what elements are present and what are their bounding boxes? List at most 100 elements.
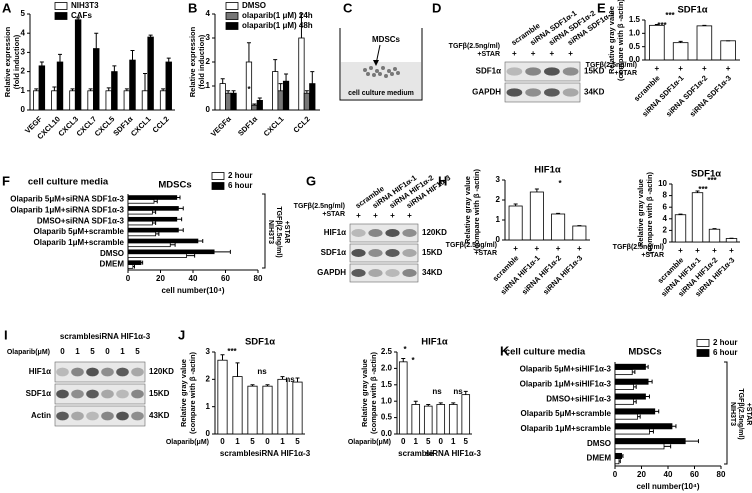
bar	[230, 92, 237, 111]
group-label: scramble	[398, 449, 434, 458]
y-tick-label: Olaparib 5μM+scramble	[521, 409, 612, 418]
legend-swatch	[225, 22, 239, 30]
bar	[614, 363, 646, 370]
bar	[165, 61, 172, 111]
y-tick-label: 4	[206, 9, 211, 18]
x-tick-label: 20	[637, 470, 646, 479]
bar	[127, 242, 171, 248]
error-bar	[295, 377, 300, 383]
error-bar	[176, 195, 181, 200]
error-bar	[231, 90, 236, 94]
error-bar	[226, 90, 231, 94]
row-size: 120KD	[422, 228, 447, 237]
x-tick-label: siRNA SDF1α-3	[688, 73, 733, 118]
legend-label: olaparib(1 μM) 48h	[242, 21, 313, 30]
error-bar	[310, 71, 315, 84]
bar	[123, 90, 131, 111]
chart-subtitle: MDSCs	[628, 347, 661, 358]
error-bar	[94, 32, 99, 49]
chart-title: HIF1α	[421, 337, 448, 348]
bar	[127, 260, 142, 265]
blot-band	[56, 411, 69, 421]
error-bar	[148, 34, 153, 38]
lane-sign: +	[407, 211, 412, 220]
condition-sign: +	[556, 244, 561, 253]
error-bar	[695, 190, 700, 193]
y-tick-label: 1.5	[629, 15, 641, 24]
condition-sign: +	[655, 64, 660, 73]
bar	[292, 381, 303, 435]
bar	[127, 206, 179, 211]
blot-band	[351, 249, 366, 257]
condition-sign: +	[577, 244, 582, 253]
row-label: GAPDH	[317, 268, 346, 277]
bar	[127, 209, 153, 215]
error-bar	[57, 53, 62, 62]
panel-label: B	[188, 0, 197, 15]
bar	[720, 40, 736, 61]
x-tick-label: VEGFα	[209, 114, 233, 138]
y-tick-label: 0	[206, 105, 211, 114]
bar	[277, 90, 284, 111]
medium-label: cell culture medium	[348, 90, 414, 97]
bar	[105, 90, 112, 111]
significance: ***	[665, 11, 675, 20]
error-bar	[252, 103, 257, 106]
error-bar	[152, 221, 157, 226]
error-bar	[463, 390, 468, 395]
error-bar	[678, 40, 683, 43]
chart-title: SDF1α	[691, 169, 721, 180]
bar	[614, 452, 623, 459]
medium	[341, 62, 421, 99]
bar	[127, 195, 178, 200]
legend-label: DMSO	[242, 1, 266, 10]
error-bar	[671, 424, 677, 429]
y-axis-label: (compare with β -actin)	[472, 168, 481, 251]
bar	[56, 61, 64, 111]
x-tick-label: 40	[189, 274, 198, 283]
legend-label: 2 hour	[228, 171, 252, 180]
bar	[461, 394, 471, 435]
x-tick-label: CXCL1	[129, 114, 153, 138]
error-bar	[197, 238, 204, 243]
error-bar	[214, 249, 231, 254]
legend-swatch	[225, 12, 239, 20]
error-bar	[76, 17, 81, 20]
significance: ***	[707, 176, 717, 185]
lane-sign: +	[550, 49, 555, 58]
blot-band	[544, 67, 560, 76]
x-tick-label: siRNA SDF1α-1	[640, 73, 685, 118]
bar	[33, 90, 40, 111]
blot-band	[101, 389, 114, 399]
significance: *	[247, 85, 251, 94]
blot-band	[71, 411, 84, 421]
lane-sign: +	[531, 49, 536, 58]
panel-label: F	[2, 173, 10, 188]
bar	[614, 378, 649, 385]
blot-band	[71, 367, 84, 377]
significance: ***	[698, 185, 708, 194]
error-bar	[685, 439, 699, 444]
blot-band	[402, 229, 417, 237]
x-tick-label: CCL2	[291, 114, 311, 134]
bar	[614, 428, 650, 435]
group-label: scramble	[220, 449, 256, 458]
panel-label: C	[343, 0, 353, 15]
y-tick-label: 2	[206, 374, 211, 383]
row-size: 15KD	[149, 389, 170, 398]
legend-label: 6 hour	[713, 348, 737, 357]
lane-sign: +	[512, 49, 517, 58]
chart-title: HIF1α	[534, 165, 561, 176]
y-tick-label: 0	[496, 235, 501, 244]
bracket-label: NIH3T3	[729, 402, 736, 426]
y-tick-label: 1	[21, 86, 26, 95]
x-tick-label: 1	[280, 437, 285, 446]
bar	[93, 48, 100, 111]
bar	[448, 404, 458, 435]
y-axis-label: Relative gray value	[360, 359, 369, 427]
bar	[38, 65, 46, 111]
error-bar	[649, 429, 654, 434]
y-tick-label: DMSO	[100, 249, 124, 258]
x-tick-label: 0	[220, 437, 225, 446]
bar	[691, 192, 704, 243]
